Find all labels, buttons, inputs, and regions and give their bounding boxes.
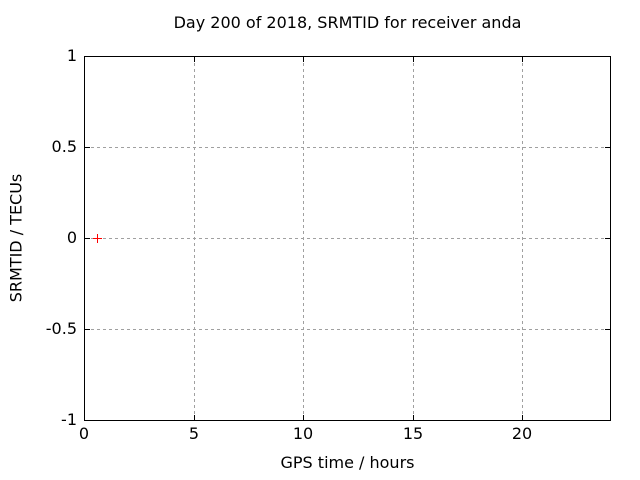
y-tick-label: -1: [61, 410, 77, 429]
x-tickmark-bottom: [303, 415, 304, 420]
y-tick-label: 0: [66, 228, 77, 247]
y-tick-label: 0.5: [51, 137, 77, 156]
y-tickmark-left: [85, 147, 90, 148]
x-tickmark-bottom: [413, 415, 414, 420]
x-tick-label: 5: [188, 424, 200, 443]
x-tick-label: 0: [78, 424, 90, 443]
y-tickmark-right: [605, 56, 610, 57]
plot-area: [84, 56, 611, 421]
x-tickmark-bottom: [194, 415, 195, 420]
y-tickmark-right: [605, 147, 610, 148]
chart-title: Day 200 of 2018, SRMTID for receiver and…: [173, 13, 522, 32]
x-tickmark-bottom: [522, 415, 523, 420]
y-tickmark-left: [85, 238, 90, 239]
marker-vertical-bar: [97, 234, 98, 243]
gridline-horizontal: [85, 238, 610, 239]
y-tick-label: 1: [66, 46, 77, 65]
gridline-horizontal: [85, 147, 610, 148]
x-tickmark-top: [522, 57, 523, 62]
x-axis-title: GPS time / hours: [280, 453, 415, 472]
x-tickmark-top: [413, 57, 414, 62]
y-tickmark-left: [85, 420, 90, 421]
x-tick-label: 20: [511, 424, 533, 443]
x-tickmark-top: [303, 57, 304, 62]
x-tickmark-top: [194, 57, 195, 62]
y-tickmark-right: [605, 329, 610, 330]
gridline-horizontal: [85, 329, 610, 330]
y-tickmark-right: [605, 420, 610, 421]
x-tick-label: 15: [402, 424, 424, 443]
y-tickmark-left: [85, 329, 90, 330]
x-tick-label: 10: [292, 424, 314, 443]
y-tick-label: -0.5: [45, 319, 77, 338]
data-point-marker: [93, 234, 102, 243]
y-tickmark-right: [605, 238, 610, 239]
x-tickmark-bottom: [84, 415, 85, 420]
y-tickmark-left: [85, 56, 90, 57]
x-tickmark-top: [84, 57, 85, 62]
